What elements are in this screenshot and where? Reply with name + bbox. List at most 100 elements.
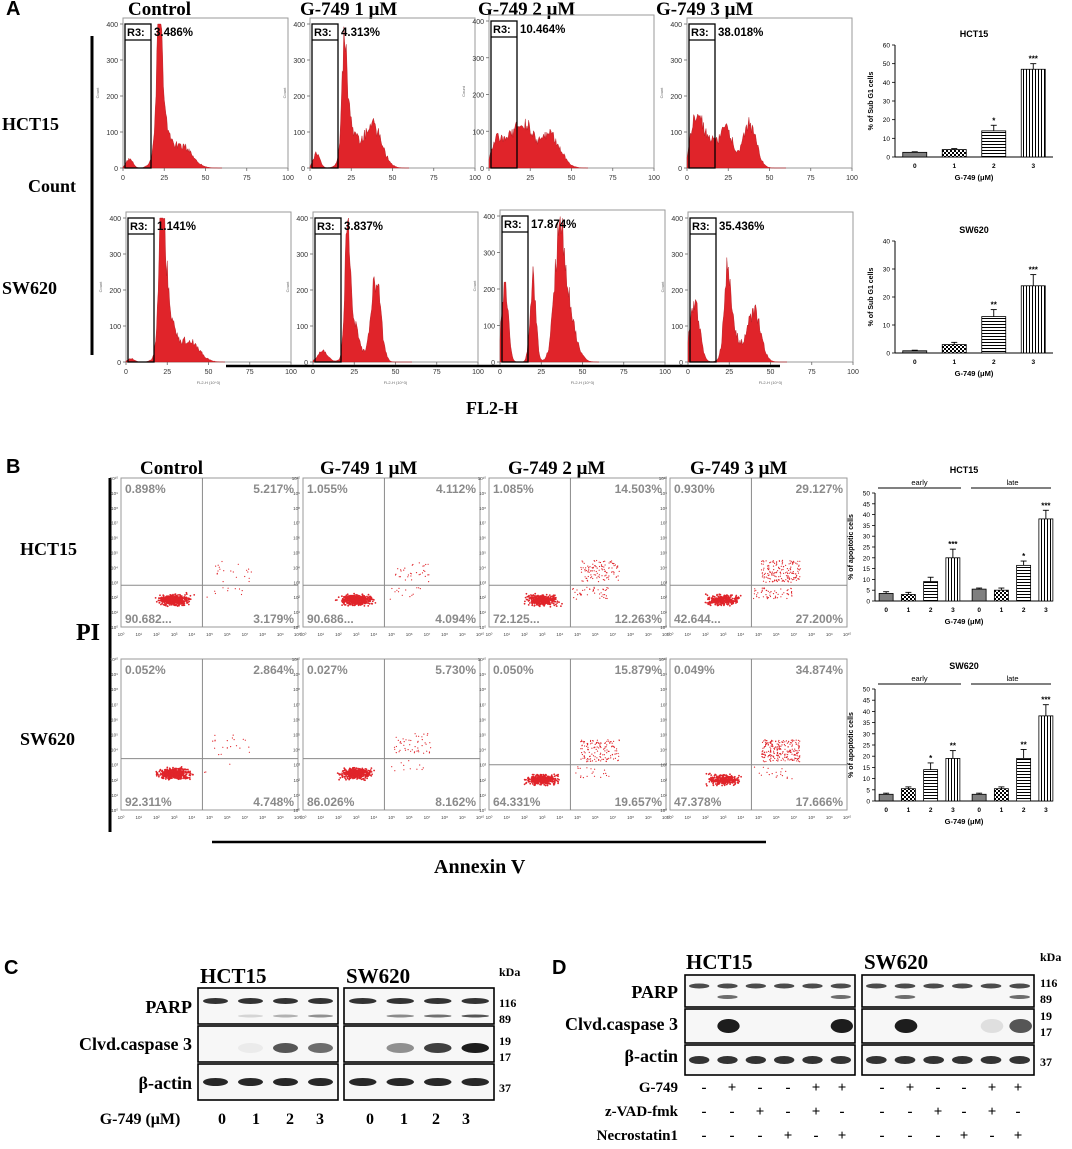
dotplot-hct15-1-dot — [363, 596, 366, 598]
dotplot-hct15-2-dot — [555, 603, 557, 606]
hist-sw620-3-xtick-label: 100 — [847, 369, 859, 376]
dotplot-hct15-3-dot — [772, 560, 774, 562]
dotplot-hct15-3-dot — [788, 569, 790, 572]
dotplot-sw620-3-dot — [782, 751, 784, 753]
dotplot-sw620-2-dot — [579, 767, 581, 770]
dotplot-sw620-2-dot — [552, 782, 555, 785]
dotplot-sw620-2-dot — [615, 753, 617, 755]
hist-hct15-2-histogram — [488, 118, 588, 169]
bar-chart-3-group-early: early — [911, 674, 928, 683]
hist-hct15-2-ylabel: Count — [461, 85, 466, 97]
dotplot-sw620-2-xtick: 10³ — [539, 815, 546, 820]
dotplot-hct15-1-dot — [410, 573, 412, 575]
dotplot-sw620-3-dot — [798, 742, 800, 744]
dotplot-sw620-1-dot — [355, 771, 358, 774]
bar-chart-2-bar-1 — [900, 594, 916, 602]
bar-chart-2-category-4: 0 — [977, 607, 981, 614]
dotplot-sw620-3-xtick: 10³ — [720, 815, 727, 820]
hist-hct15-0-gate-value: 3.486% — [154, 27, 193, 39]
panel-d-sign: + — [812, 1080, 821, 1096]
dotplot-sw620-3-dot — [791, 748, 793, 750]
dotplot-sw620-3-dot — [799, 740, 801, 742]
dotplot-hct15-1-dot — [367, 593, 370, 596]
dotplot-hct15-1-xtick: 10⁹ — [459, 632, 466, 637]
dotplot-sw620-2-dot — [583, 742, 585, 744]
dotplot-hct15-3-dot — [793, 577, 795, 579]
dotplot-hct15-1-dot — [346, 600, 348, 603]
dotplot-hct15-3-dot — [714, 600, 717, 603]
dotplot-sw620-1-ytick: 10⁸ — [293, 687, 300, 692]
dotplot-hct15-3-ytick: 10⁵ — [660, 551, 667, 556]
dotplot-hct15-3-dot — [791, 563, 794, 565]
bar-chart-0-bar-1 — [941, 149, 967, 158]
dotplot-sw620-0-ytick: 10⁹ — [111, 672, 118, 677]
dotplot-hct15-1-dot — [351, 604, 354, 607]
dotplot-sw620-2-dot — [543, 775, 546, 778]
dotplot-sw620-1-dot — [338, 778, 340, 781]
panel-d-band-actin — [980, 1056, 1002, 1064]
bar-chart-3-bar-4 — [971, 793, 987, 802]
hist-sw620-1-xtick-label: 50 — [392, 369, 400, 376]
bar-chart-2-sig-6: * — [1022, 552, 1026, 561]
dotplot-sw620-2-dot — [616, 750, 618, 752]
dotplot-hct15-1-xtick: 10⁶ — [406, 632, 413, 637]
dotplot-sw620-1-dot — [428, 751, 431, 753]
dotplot-hct15-2-dot — [580, 593, 583, 595]
panel-c-band-parp — [308, 998, 333, 1004]
dotplot-hct15-2-dot — [534, 596, 536, 599]
dotplot-hct15-2-dot — [524, 600, 526, 603]
dotplot-hct15-2-dot — [549, 596, 552, 599]
dotplot-hct15-1-dot — [352, 595, 354, 598]
dotplot-sw620-3-dot — [768, 774, 770, 776]
dotplot-sw620-3-dot — [780, 773, 782, 775]
hist-hct15-0-xtick-label: 50 — [202, 175, 210, 182]
dotplot-sw620-2-dot — [602, 754, 604, 756]
bar-chart-3-category-2: 2 — [929, 807, 933, 814]
dotplot-hct15-2-dot — [534, 598, 537, 601]
dotplot-sw620-3-dot — [770, 748, 772, 750]
dotplot-hct15-3-dot — [771, 581, 774, 583]
dotplot-hct15-0-dot — [189, 594, 192, 597]
dotplot-sw620-3-dot — [770, 760, 772, 762]
panel-d-sign: - — [936, 1128, 941, 1144]
panel-d-band-casp — [980, 1019, 1004, 1033]
dotplot-sw620-0-dot — [205, 771, 207, 773]
dotplot-hct15-2-dot — [604, 589, 606, 592]
dotplot-sw620-2-dot — [611, 753, 614, 756]
dotplot-sw620-1-dot — [400, 762, 402, 764]
dotplot-sw620-3-dot — [781, 768, 783, 770]
dotplot-hct15-1-dot — [401, 594, 403, 596]
dotplot-sw620-3-dot — [767, 750, 770, 753]
dotplot-hct15-1-dot — [367, 605, 370, 607]
dotplot-hct15-2-dot — [581, 580, 583, 582]
hist-sw620-1-ytick-label: 100 — [296, 324, 308, 331]
dotplot-sw620-1-dot — [429, 742, 431, 744]
dotplot-sw620-1-dot — [414, 733, 416, 735]
panel-c-band-casp — [308, 1043, 333, 1053]
dotplot-hct15-2-dots — [523, 559, 620, 608]
dotplot-hct15-2-dot — [588, 566, 590, 569]
hist-sw620-1-xlabel: FL2-H (10^3) — [384, 380, 408, 385]
bar-chart-1-sig-2: ** — [991, 301, 998, 310]
dotplot-hct15-2-dot — [556, 602, 558, 604]
dotplot-sw620-3-q-ll: 47.378% — [674, 795, 722, 809]
dotplot-hct15-3-dot — [763, 567, 765, 569]
panel-c-dose-7: 3 — [462, 1111, 470, 1128]
dotplot-hct15-3-dot — [763, 587, 765, 589]
dotplot-hct15-2-dot — [543, 602, 546, 604]
dotplot-hct15-2-dot — [542, 596, 545, 598]
dotplot-hct15-3-dot — [781, 580, 783, 582]
dotplot-hct15-3-dot — [708, 598, 711, 600]
dotplot-hct15-2-dot — [536, 598, 539, 601]
hist-sw620-2-xtick-label: 75 — [620, 369, 628, 376]
dotplot-hct15-0-dot — [170, 602, 173, 605]
bar-chart-1-xlabel: G-749 (μM) — [955, 369, 994, 378]
dotplot-hct15-0-dot — [163, 604, 166, 606]
dotplot-hct15-1-dot — [347, 604, 349, 607]
dotplot-hct15-2-dot — [543, 600, 545, 603]
bar-chart-3-category-3: 3 — [951, 807, 955, 814]
dotplot-hct15-2-dot — [548, 594, 551, 596]
dotplot-sw620-2-ytick: 10¹ — [479, 793, 486, 798]
bar-chart-1-ytick-label: 0 — [886, 351, 890, 358]
dotplot-hct15-1-dot — [341, 604, 343, 606]
